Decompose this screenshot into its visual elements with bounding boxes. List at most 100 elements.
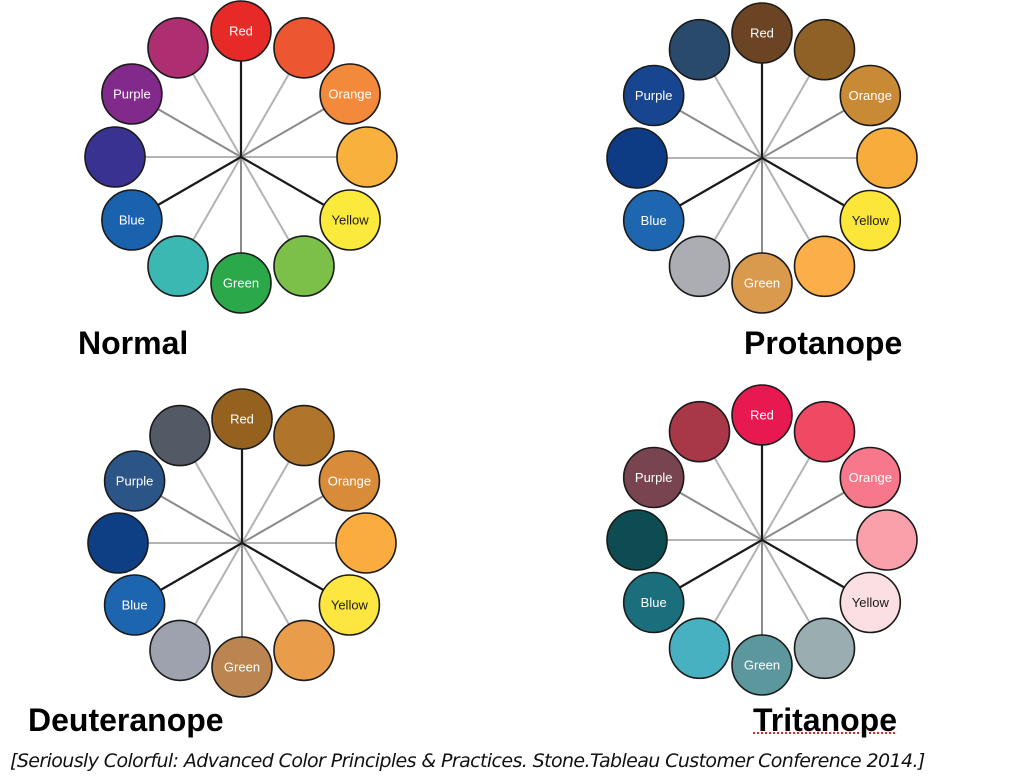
spoke-7 xyxy=(713,539,763,623)
swatch-circle xyxy=(622,189,685,252)
swatch-circle xyxy=(103,450,166,512)
color-swatch-yellow: Yellow xyxy=(839,189,902,252)
swatch-circle xyxy=(273,404,335,467)
color-swatch-tertiary-1 xyxy=(793,18,856,81)
swatch-circle xyxy=(622,64,685,127)
spoke-1 xyxy=(241,461,290,544)
wheel-tritanope: Red Orange Yellow Green Blue Purple xyxy=(606,384,918,696)
swatch-circle xyxy=(793,18,856,81)
swatch-circle xyxy=(147,17,209,79)
swatch-label: Purple xyxy=(116,474,154,489)
swatch-label: Red xyxy=(750,408,774,423)
color-swatch-tertiary-7 xyxy=(149,619,211,682)
color-swatch-green: Green xyxy=(211,636,273,698)
spoke-2 xyxy=(761,491,845,541)
color-swatch-tertiary-5 xyxy=(273,235,335,297)
color-swatch-tertiary-3 xyxy=(335,512,397,574)
color-swatch-tertiary-3 xyxy=(856,509,918,571)
color-swatch-tertiary-3 xyxy=(336,126,398,188)
spoke-5 xyxy=(240,156,290,241)
color-swatch-blue: Blue xyxy=(622,571,685,634)
spokes xyxy=(145,61,337,253)
title-tritanope-text: Tritanope xyxy=(753,702,898,738)
color-swatch-orange: Orange xyxy=(319,63,381,125)
swatch-label: Red xyxy=(230,412,254,427)
color-swatch-red: Red xyxy=(210,0,272,62)
color-swatch-yellow: Yellow xyxy=(318,574,381,636)
spoke-11 xyxy=(713,457,763,541)
spoke-2 xyxy=(761,109,845,159)
swatch-circle xyxy=(149,404,211,467)
spoke-1 xyxy=(761,75,811,159)
title-normal: Normal xyxy=(78,325,189,361)
swatch-circle xyxy=(210,0,272,62)
spoke-1 xyxy=(761,457,811,541)
color-swatch-purple: Purple xyxy=(622,64,685,127)
spoke-8 xyxy=(679,539,763,589)
swatch-label: Orange xyxy=(328,87,371,102)
color-swatch-tertiary-11 xyxy=(668,18,731,81)
spoke-1 xyxy=(240,73,290,158)
swatch-label: Purple xyxy=(635,88,673,103)
color-swatch-orange: Orange xyxy=(318,450,381,512)
swatch-circle xyxy=(103,574,166,636)
swatch-circle xyxy=(839,189,902,252)
spoke-8 xyxy=(160,542,243,591)
color-swatch-tertiary-9 xyxy=(84,126,146,188)
spoke-11 xyxy=(713,75,763,159)
swatch-circle xyxy=(273,17,335,79)
spoke-10 xyxy=(157,108,242,158)
swatch-circle xyxy=(606,127,668,189)
spoke-5 xyxy=(761,539,811,623)
swatch-circle xyxy=(319,189,381,251)
color-swatch-purple: Purple xyxy=(101,63,163,125)
color-swatch-tertiary-9 xyxy=(606,509,668,571)
swatch-circle xyxy=(318,450,381,512)
swatch-circle xyxy=(336,126,398,188)
wheel-normal: Red Orange Yellow Green Blue Purple xyxy=(84,0,398,314)
spoke-5 xyxy=(241,542,290,625)
swatch-circle xyxy=(839,571,902,634)
color-swatch-tertiary-11 xyxy=(147,17,209,79)
swatch-circle xyxy=(273,619,335,682)
color-swatch-red: Red xyxy=(211,388,273,450)
title-protanope: Protanope xyxy=(744,325,903,361)
swatch-circle xyxy=(668,400,731,463)
spoke-10 xyxy=(679,109,763,159)
color-swatch-yellow: Yellow xyxy=(319,189,381,251)
spoke-11 xyxy=(192,73,242,158)
swatch-circle xyxy=(668,235,731,298)
color-swatch-tertiary-11 xyxy=(149,404,211,467)
color-swatch-orange: Orange xyxy=(839,446,902,509)
swatch-label: Yellow xyxy=(331,598,369,613)
swatch-label: Red xyxy=(229,24,253,39)
spoke-7 xyxy=(192,156,242,241)
swatch-circle xyxy=(149,619,211,682)
spokes xyxy=(148,449,336,637)
swatch-label: Green xyxy=(223,276,259,291)
swatch-circle xyxy=(668,617,731,680)
spoke-7 xyxy=(713,157,763,241)
spoke-4 xyxy=(241,542,324,591)
color-swatch-purple: Purple xyxy=(622,446,685,509)
citation: [Seriously Colorful: Advanced Color Prin… xyxy=(10,750,925,772)
spoke-2 xyxy=(240,108,325,158)
color-swatch-purple: Purple xyxy=(103,450,166,512)
swatch-circle xyxy=(211,388,273,450)
swatch-label: Red xyxy=(750,26,774,41)
swatch-circle xyxy=(793,617,856,680)
color-swatch-blue: Blue xyxy=(101,189,163,251)
color-swatch-tertiary-11 xyxy=(668,400,731,463)
swatch-circle xyxy=(731,634,793,696)
swatch-circle xyxy=(793,235,856,298)
color-swatch-tertiary-5 xyxy=(273,619,335,682)
spokes xyxy=(667,63,857,253)
color-swatch-green: Green xyxy=(731,634,793,696)
color-swatch-orange: Orange xyxy=(839,64,902,127)
wheel-protanope: Red Orange Yellow Green Blue Purple xyxy=(606,2,918,314)
swatch-circle xyxy=(101,189,163,251)
swatch-circle xyxy=(856,127,918,189)
swatch-circle xyxy=(731,384,793,446)
color-swatch-blue: Blue xyxy=(103,574,166,636)
spoke-4 xyxy=(761,157,845,207)
